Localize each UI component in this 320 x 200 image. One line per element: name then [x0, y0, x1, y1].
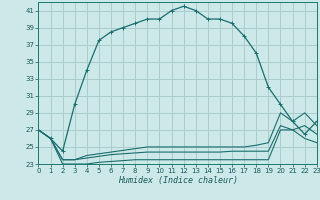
X-axis label: Humidex (Indice chaleur): Humidex (Indice chaleur) — [118, 176, 238, 185]
